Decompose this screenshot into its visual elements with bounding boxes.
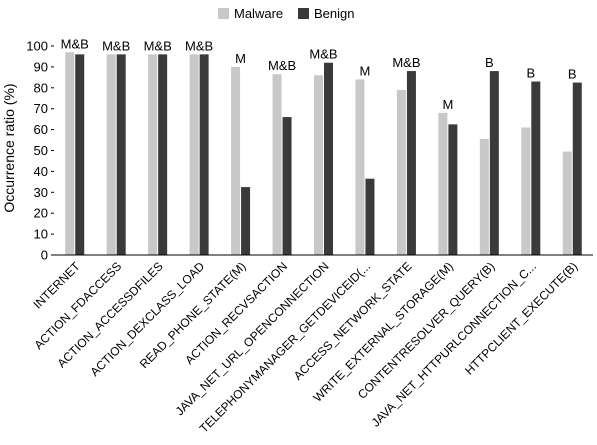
legend-label-malware: Malware — [234, 6, 283, 21]
bar-annotation: M&B — [61, 36, 89, 51]
bar-benign — [199, 54, 209, 255]
x-tick-label: JAVA_NET_URL_OPENCONNECTION — [173, 259, 332, 418]
y-tick-label: 30 — [34, 185, 48, 200]
bar-annotation: M&B — [144, 38, 172, 53]
y-tick-label: 10 — [34, 227, 48, 242]
y-tick-label: 70 — [34, 101, 48, 116]
bar-annotations: M&B M&B M&B M&B M M&B M&B M M&B M B B B — [61, 36, 577, 112]
bar-malware — [231, 66, 241, 256]
y-tick-label: 50 — [34, 143, 48, 158]
bar-benign — [572, 82, 582, 255]
bar-annotation: M — [360, 63, 371, 78]
bar-annotation: M&B — [392, 55, 420, 70]
bar-malware — [521, 127, 531, 255]
bar-benign — [365, 178, 375, 255]
bar-malware — [355, 79, 365, 255]
bar-benign — [241, 187, 251, 255]
bar-malware — [396, 89, 406, 255]
y-axis-title: Occurrence ratio (%) — [1, 83, 17, 212]
bar-annotation: B — [485, 55, 494, 70]
bar-malware — [65, 52, 75, 255]
legend-swatch-benign — [298, 8, 309, 19]
y-tick-label: 60 — [34, 122, 48, 137]
bar-benign — [158, 54, 168, 255]
bar-annotation: M&B — [102, 38, 130, 53]
bar-benign — [324, 62, 333, 255]
y-tick-label: 20 — [34, 206, 48, 221]
y-axis: 0 10 20 30 40 50 60 70 80 90 100 — [26, 39, 54, 263]
y-tick-label: 80 — [34, 80, 48, 95]
bar-benign — [282, 117, 292, 255]
bar-annotation: M — [235, 51, 246, 66]
legend-label-benign: Benign — [314, 6, 354, 21]
y-tick-label: 100 — [26, 39, 48, 54]
legend: Malware Benign — [218, 6, 354, 21]
bar-malware — [189, 54, 199, 255]
bar-malware — [562, 151, 572, 255]
y-tick-label: 0 — [41, 248, 48, 263]
legend-swatch-malware — [218, 8, 229, 19]
bar-benign — [75, 54, 85, 255]
bar-benign — [489, 71, 499, 255]
bar-annotation: M — [442, 97, 453, 112]
bar-benign — [531, 81, 541, 255]
bar-malware — [272, 74, 282, 255]
bar-benign — [116, 54, 126, 255]
bar-malware — [148, 54, 158, 255]
bar-annotation: B — [568, 67, 577, 82]
bar-annotation: M&B — [309, 47, 337, 62]
bar-malware — [479, 139, 489, 255]
bar-benign — [448, 124, 458, 255]
bar-annotation: B — [526, 66, 535, 81]
bar-malware — [106, 54, 116, 255]
y-tick-label: 40 — [34, 164, 48, 179]
bar-malware — [438, 112, 448, 255]
bars — [65, 52, 582, 256]
bar-benign — [406, 71, 416, 255]
bar-annotation: M&B — [268, 58, 296, 73]
bar-malware — [314, 75, 323, 255]
y-tick-label: 90 — [34, 59, 48, 74]
bar-annotation: M&B — [185, 38, 213, 53]
x-axis-labels: INTERNETACTION_FDACCESSACTION_ACCESSDFIL… — [31, 259, 581, 436]
